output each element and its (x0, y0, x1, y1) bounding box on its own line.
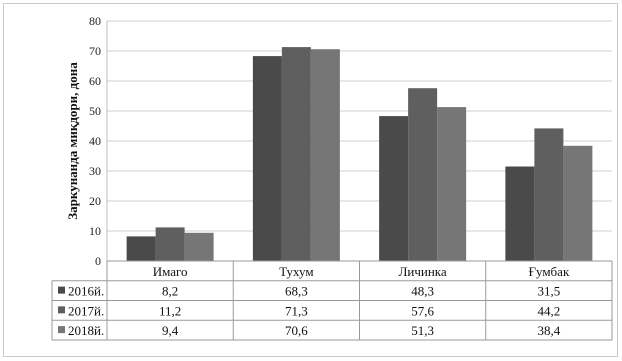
bar-3-1 (184, 232, 214, 261)
table-cell: 70,6 (285, 323, 308, 338)
table-cell: 11,2 (159, 303, 181, 318)
table-cell: 68,3 (285, 284, 308, 299)
legend-label: 2017й. (68, 303, 104, 318)
y-tick-label: 30 (89, 164, 101, 178)
y-tick-label: 80 (89, 14, 101, 28)
y-tick-label: 10 (89, 224, 101, 238)
table-cell: 71,3 (285, 303, 308, 318)
y-tick-label: 50 (89, 104, 101, 118)
category-label: Ғумбак (528, 264, 569, 279)
y-tick-label: 70 (89, 44, 101, 58)
bar-1-2 (252, 56, 282, 261)
category-label: Личинка (399, 264, 447, 279)
bar-1-4 (505, 166, 535, 261)
y-axis-ticks: 0 10 20 30 40 50 60 70 80 (89, 14, 101, 268)
bar-2-2 (281, 47, 311, 261)
legend-swatch (58, 306, 65, 314)
y-axis-label: Заркунанда миқдори, дона (65, 62, 80, 220)
bar-3-4 (563, 145, 593, 261)
legend-swatch (58, 326, 65, 334)
y-tick-label: 20 (89, 194, 101, 208)
bar-2-4 (534, 128, 564, 261)
table-cell: 48,3 (411, 284, 434, 299)
table-cell: 9,4 (162, 323, 179, 338)
y-tick-label: 0 (95, 254, 101, 268)
bar-2-1 (155, 227, 185, 261)
legend-label: 2018й. (68, 323, 104, 338)
bar-1-1 (126, 236, 156, 261)
table-cell: 57,6 (411, 303, 434, 318)
bar-3-3 (437, 107, 467, 261)
table-cell: 51,3 (411, 323, 434, 338)
y-tick-label: 60 (89, 74, 101, 88)
data-table: Имаго Тухум Личинка Ғумбак 2016й. 8,2 68,3 48,3… (51, 260, 613, 341)
y-tick-label: 40 (89, 134, 101, 148)
chart-frame (3, 3, 618, 357)
legend-swatch (58, 286, 65, 294)
table-cell: 44,2 (538, 303, 561, 318)
category-label: Имаго (153, 264, 188, 279)
bar-2-3 (408, 88, 438, 261)
table-cell: 38,4 (538, 323, 561, 338)
bar-3-2 (310, 49, 340, 262)
category-label: Тухум (279, 264, 313, 279)
bars (126, 47, 593, 262)
table-cell: 31,5 (538, 284, 561, 299)
bar-1-3 (379, 116, 409, 261)
table-cell: 8,2 (162, 284, 178, 299)
legend-label: 2016й. (68, 284, 104, 299)
